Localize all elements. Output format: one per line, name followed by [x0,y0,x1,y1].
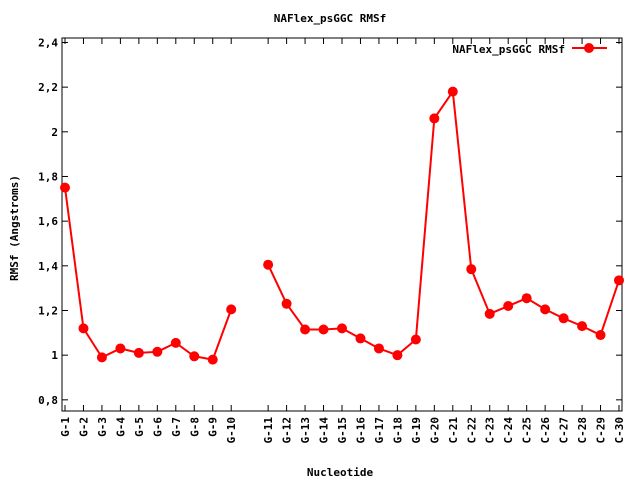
series-segment [433,91,454,119]
series-segment [470,268,491,315]
data-point [300,324,311,335]
x-tick-label: G-6 [151,417,164,437]
legend: NAFlex_psGGC RMSf [452,43,607,56]
x-tick-label: C-22 [465,417,478,444]
data-point [189,351,200,362]
x-tick-label: G-16 [354,417,367,444]
x-tick-label: C-30 [613,417,626,444]
y-tick-label: 2,4 [38,36,58,49]
series-segment [211,309,233,360]
y-tick-label: 2 [51,126,58,139]
data-point [337,323,347,334]
data-point [614,275,624,286]
data-point [484,308,495,319]
x-tick-label: G-12 [281,417,294,444]
x-tick-label: G-7 [170,417,183,437]
series-segment [414,118,436,340]
x-tick-label: G-20 [428,417,441,444]
x-tick-label: G-3 [96,417,109,437]
x-tick-label: G-5 [133,417,146,437]
plot-frame [61,37,623,412]
legend-marker [584,43,594,53]
series-points [60,86,624,365]
data-point [318,324,329,335]
x-tick-label: G-15 [336,417,349,444]
data-point [226,304,237,315]
data-point [373,343,384,354]
y-tick-label: 1,8 [38,170,58,183]
x-tick-label: G-19 [410,417,423,444]
x-tick-label: C-27 [558,417,571,444]
data-point [207,354,218,365]
data-point [355,333,366,344]
series-segment [451,91,473,270]
y-axis-ticks: 0,8 1 1,2 1,4 1,6 1,8 2 2,2 2,4 [38,36,622,407]
legend-label: NAFlex_psGGC RMSf [452,43,565,56]
y-tick-label: 1,2 [38,304,58,317]
y-tick-label: 1 [51,349,58,362]
y-axis-label: RMSf (Angstroms) [8,175,21,281]
x-tick-label: C-23 [484,417,497,444]
x-tick-label: G-18 [391,417,404,444]
x-tick-label: G-14 [318,417,331,444]
x-tick-label: C-26 [539,417,552,444]
data-point [96,352,107,363]
x-tick-label: G-17 [373,417,386,444]
x-tick-label: C-29 [595,417,608,444]
x-tick-label: G-10 [225,417,238,444]
data-point [263,259,274,270]
x-tick-label: G-2 [77,417,90,437]
x-tick-label: G-1 [59,417,72,437]
data-point [595,330,606,341]
data-point [503,301,514,312]
series-segment [267,264,288,305]
x-tick-label: G-11 [262,417,275,444]
y-tick-label: 0,8 [38,394,58,407]
x-tick-label: G-4 [114,417,127,437]
data-point [410,334,421,345]
data-point [133,347,144,358]
data-point [152,346,163,357]
data-point [558,313,569,324]
x-tick-label: C-21 [447,417,460,444]
series-segment [285,303,306,331]
data-point [78,323,89,334]
series-lines [64,91,620,361]
data-point [60,182,70,193]
x-tick-label: G-9 [207,417,220,437]
x-axis-ticks: G-1 G-2 G-3 G-4 G-5 G-6 G-7 G-8 G-9 G-10 G-11 G-12 G… [59,38,626,444]
chart-title: NAFlex_psGGC RMSf [274,12,387,25]
y-tick-label: 1,4 [38,260,58,273]
x-tick-label: G-13 [299,417,312,444]
data-point [447,86,458,97]
series-segment [64,187,85,329]
x-tick-label: C-25 [521,417,534,444]
series-segment [82,327,103,358]
data-point [540,304,551,315]
data-point [170,337,181,348]
data-point [281,298,292,309]
x-axis-label: Nucleotide [307,466,374,479]
data-point [115,343,126,354]
series-segment [599,280,620,336]
data-point [392,350,403,361]
data-point [466,264,477,275]
data-point [521,293,532,304]
y-tick-label: 1,6 [38,215,58,228]
x-tick-label: C-24 [502,417,515,444]
data-point [577,321,588,332]
x-tick-label: G-8 [188,417,201,437]
data-point [429,113,440,124]
x-tick-label: C-28 [576,417,589,444]
y-tick-label: 2,2 [38,81,58,94]
